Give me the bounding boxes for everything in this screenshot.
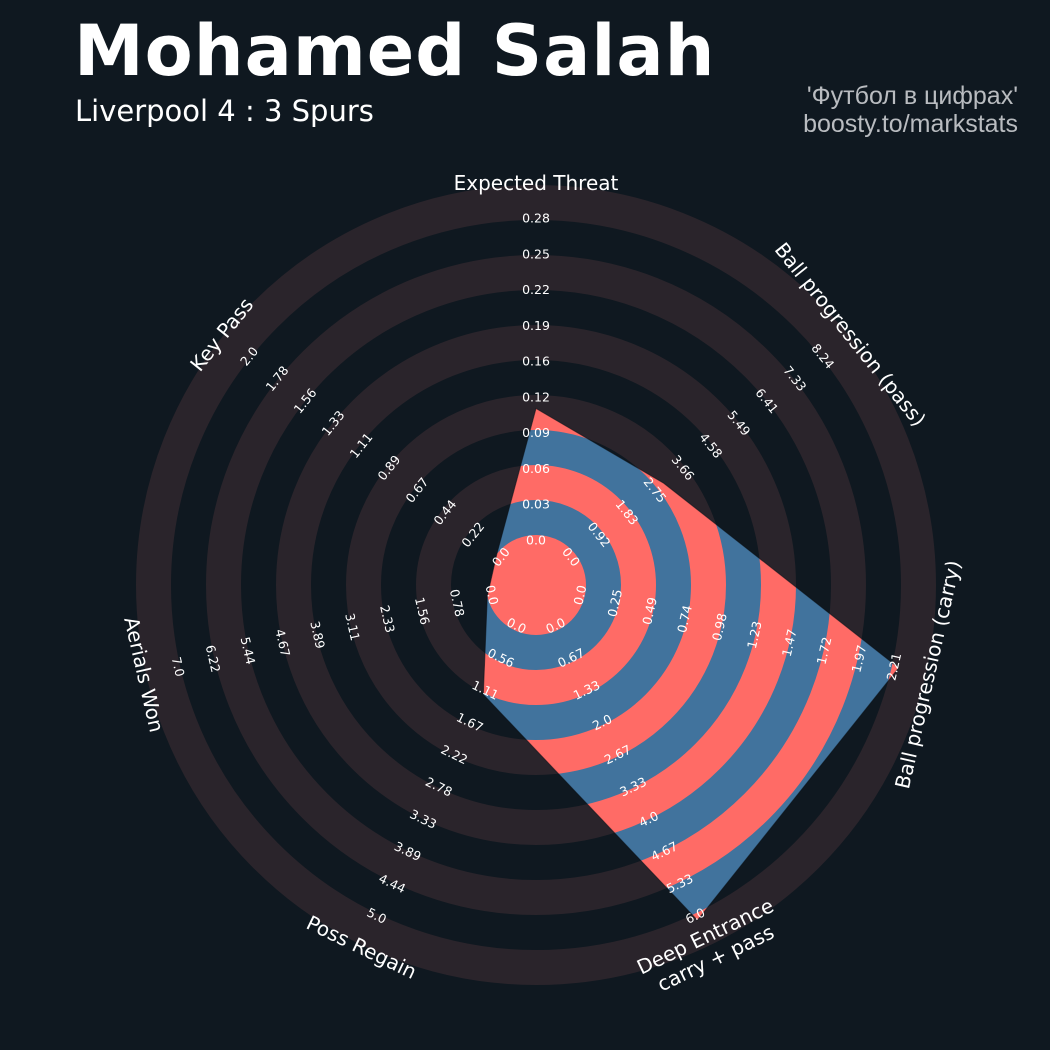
tick-label: 3.89 xyxy=(307,620,328,651)
tick-label: 3.11 xyxy=(342,612,363,642)
tick-label: 0.03 xyxy=(522,497,550,512)
background-ring xyxy=(206,255,866,915)
axis-label: Expected Threat xyxy=(454,171,619,195)
tick-label: 0.25 xyxy=(604,588,625,618)
tick-label: 5.44 xyxy=(238,635,259,666)
tick-label: 0.19 xyxy=(522,318,550,333)
tick-label: 2.21 xyxy=(883,651,904,681)
tick-label: 7.0 xyxy=(169,655,188,678)
tick-label: 1.72 xyxy=(814,635,835,665)
value-center-band xyxy=(486,535,586,635)
tick-label: 0.16 xyxy=(522,354,550,369)
value-outline xyxy=(482,407,900,921)
tick-label: 2.33 xyxy=(377,604,398,634)
tick-label: 0.28 xyxy=(522,211,550,226)
tick-label: 0.25 xyxy=(522,246,550,261)
page-title: Mohamed Salah xyxy=(74,10,716,92)
tick-label: 0.78 xyxy=(447,588,468,619)
tick-label: 0.09 xyxy=(522,425,550,440)
tick-label: 0.22 xyxy=(522,282,550,297)
value-band xyxy=(483,465,656,705)
tick-label: 0.49 xyxy=(639,596,660,627)
tick-label: 0.06 xyxy=(522,461,550,476)
tick-label: 1.23 xyxy=(744,620,765,650)
tick-label: 6.22 xyxy=(203,643,224,673)
tick-label: 0.74 xyxy=(674,604,695,635)
tick-label: 0.0 xyxy=(570,584,589,607)
tick-label: 4.67 xyxy=(272,628,293,658)
tick-label: 1.56 xyxy=(412,596,433,627)
match-subtitle: Liverpool 4 : 3 Spurs xyxy=(75,94,374,128)
axis-ticks: 0.0 0.03 0.06 0.09 0.12 0.16 0.19 0.22 0.25 0.28 xyxy=(522,211,550,548)
tick-label: 1.47 xyxy=(779,628,800,658)
axis-ticks: 0.0 0.78 1.56 2.33 3.11 3.89 4.67 5.44 6.22 7.0 xyxy=(169,584,502,678)
tick-label: 1.97 xyxy=(848,643,869,673)
tick-label: 0.98 xyxy=(709,612,730,643)
tick-label: 0.0 xyxy=(526,533,546,548)
background-ring xyxy=(136,185,936,985)
tick-label: 0.12 xyxy=(522,389,550,404)
axis-ticks: 0.0 0.25 0.49 0.74 0.98 1.23 1.47 1.72 1.97 2.21 xyxy=(570,584,904,682)
credit-line-1: 'Футбол в цифрах' xyxy=(806,82,1018,110)
tick-label: 0.0 xyxy=(483,584,502,607)
credit-line-2: boosty.to/markstats xyxy=(803,110,1018,138)
